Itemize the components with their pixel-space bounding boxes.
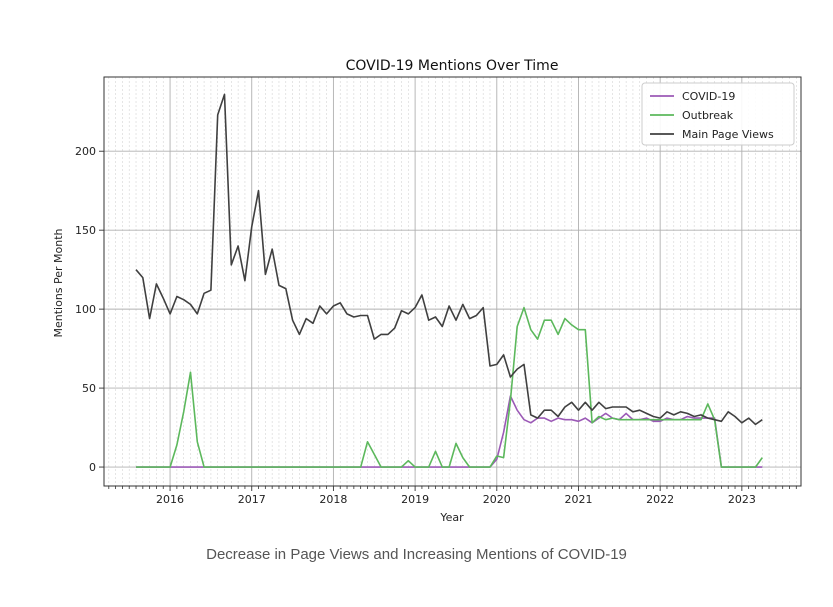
series-line-0	[136, 395, 763, 468]
legend-label: Outbreak	[682, 109, 734, 122]
series-line-2	[135, 93, 763, 426]
x-tick-label: 2017	[238, 493, 266, 506]
x-tick-label: 2020	[483, 493, 511, 506]
x-tick-label: 2019	[401, 493, 429, 506]
chart-title: COVID-19 Mentions Over Time	[346, 58, 559, 74]
y-tick-label: 50	[82, 382, 96, 395]
x-tick-label: 2018	[319, 493, 347, 506]
x-tick-label: 2016	[156, 493, 184, 506]
figure-caption: Decrease in Page Views and Increasing Me…	[206, 546, 627, 563]
plot-frame	[103, 76, 802, 487]
y-axis-label: Mentions Per Month	[52, 228, 65, 337]
x-tick-label: 2022	[646, 493, 674, 506]
plot-area: 2016 2017 2018 2019 2020 2021 2022 2023 0 50 100 15…	[75, 76, 802, 506]
y-tick-label: 150	[75, 224, 96, 237]
legend-label: Main Page Views	[682, 128, 774, 141]
x-tick-label: 2023	[728, 493, 756, 506]
y-tick-label: 100	[75, 303, 96, 316]
series-line-1	[136, 306, 763, 468]
y-tick-label: 200	[75, 145, 96, 158]
x-axis-label: Year	[439, 511, 464, 524]
legend-label: COVID-19	[682, 90, 735, 103]
x-tick-label: 2021	[564, 493, 592, 506]
legend-box	[641, 82, 795, 146]
y-tick-label: 0	[89, 461, 96, 474]
